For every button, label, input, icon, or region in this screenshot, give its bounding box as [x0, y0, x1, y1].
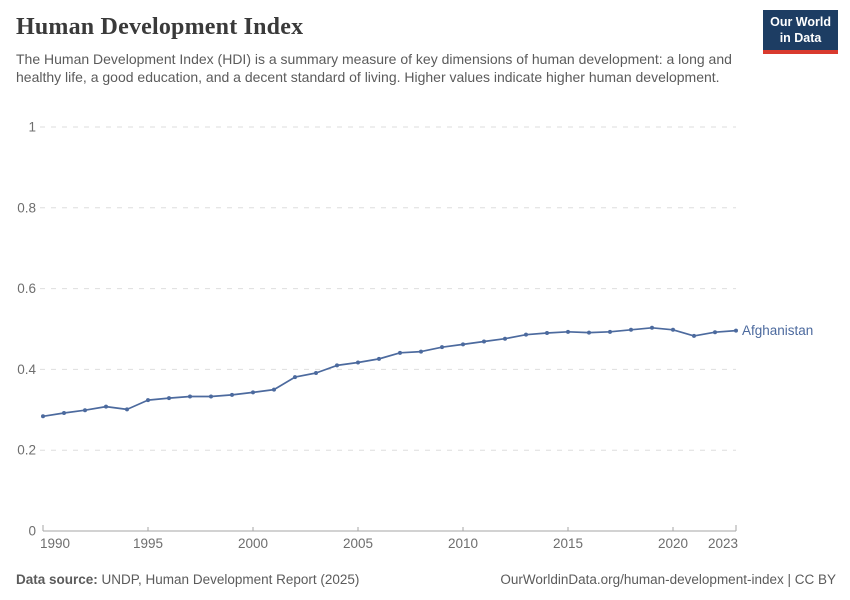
y-axis-tick-label: 1 [28, 120, 36, 135]
credit-link[interactable]: OurWorldinData.org/human-development-ind… [500, 572, 836, 587]
hdi-line [42, 326, 737, 418]
data-point [272, 387, 276, 392]
data-point [188, 394, 192, 399]
y-axis-tick-label: 0.2 [17, 443, 36, 458]
data-point [734, 328, 738, 333]
series-end-label: Afghanistan [742, 323, 813, 338]
data-point [545, 331, 549, 336]
chart-subtitle: The Human Development Index (HDI) is a s… [16, 51, 732, 86]
data-point [629, 327, 633, 332]
data-point [671, 327, 675, 332]
data-point [314, 371, 318, 376]
data-point [356, 360, 360, 365]
data-point [461, 342, 465, 347]
data-source-text: UNDP, Human Development Report (2025) [97, 572, 360, 587]
x-axis-tick-label: 2023 [708, 536, 738, 551]
data-point [650, 325, 654, 330]
data-point [440, 345, 444, 350]
x-axis-tick-label: 2010 [448, 536, 478, 551]
y-axis-tick-label: 0 [28, 524, 36, 539]
data-point [482, 339, 486, 344]
data-point [566, 329, 570, 334]
data-point [251, 390, 255, 395]
data-point [104, 404, 108, 409]
data-point [419, 349, 423, 354]
data-point [713, 330, 717, 335]
data-point [209, 394, 213, 399]
data-point [293, 375, 297, 380]
data-source-label: Data source: [16, 572, 98, 587]
data-point [692, 333, 696, 338]
data-point [608, 329, 612, 334]
chart-header: Human Development Index The Human Develo… [16, 14, 756, 87]
data-point [503, 336, 507, 341]
data-point [335, 363, 339, 368]
y-axis-tick-label: 0.8 [17, 200, 36, 215]
x-axis-tick-label: 2015 [553, 536, 583, 551]
y-axis-tick-label: 0.6 [17, 281, 36, 296]
x-axis-tick-label: 1995 [133, 536, 163, 551]
data-point [146, 398, 150, 403]
page-title: Human Development Index [16, 14, 304, 40]
x-axis-tick-label: 2000 [238, 536, 268, 551]
data-point [125, 407, 129, 412]
data-point [230, 392, 234, 397]
data-point [587, 330, 591, 335]
owid-logo-line2: in Data [779, 30, 822, 45]
data-point [377, 356, 381, 361]
chart-footer: Data source: UNDP, Human Development Rep… [16, 572, 836, 587]
data-point [398, 350, 402, 355]
owid-logo[interactable]: Our World in Data [763, 10, 838, 55]
data-point [41, 414, 45, 419]
owid-logo-line1: Our World [770, 15, 831, 29]
data-point [167, 396, 171, 401]
data-point [83, 408, 87, 413]
data-point [524, 332, 528, 337]
data-source: Data source: UNDP, Human Development Rep… [16, 572, 359, 587]
y-axis-tick-label: 0.4 [17, 362, 36, 377]
data-point [62, 411, 66, 416]
x-axis-tick-label: 2020 [658, 536, 688, 551]
x-axis-tick-label: 1990 [40, 536, 70, 551]
x-axis-tick-label: 2005 [343, 536, 373, 551]
